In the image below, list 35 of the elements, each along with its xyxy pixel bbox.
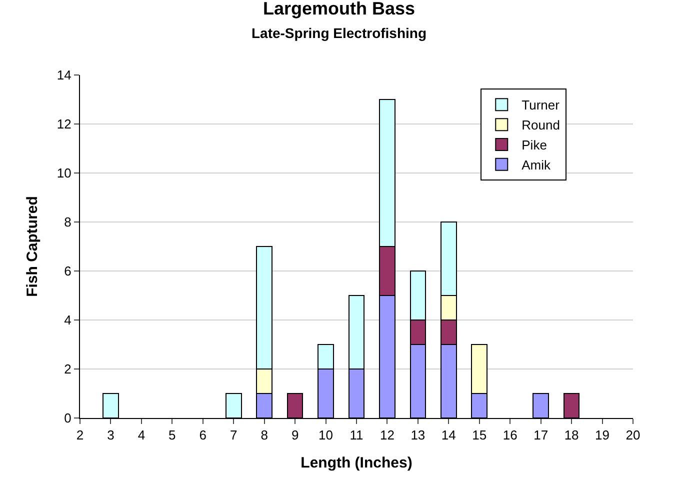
x-tick-label: 12 bbox=[380, 428, 394, 443]
y-axis-title: Fish Captured bbox=[24, 196, 42, 297]
x-tick-label: 15 bbox=[472, 428, 487, 443]
x-tick-label: 6 bbox=[199, 428, 207, 443]
x-tick-label: 7 bbox=[230, 428, 238, 443]
x-tick-label: 19 bbox=[595, 428, 610, 443]
y-tick-label: 0 bbox=[64, 410, 72, 426]
x-tick-label: 14 bbox=[441, 428, 456, 443]
x-tick-label: 17 bbox=[534, 428, 548, 443]
y-tick-label: 8 bbox=[64, 214, 72, 230]
chart-subtitle: Late-Spring Electrofishing bbox=[251, 24, 427, 41]
y-tick-label: 10 bbox=[56, 166, 72, 181]
x-tick-label: 4 bbox=[138, 428, 146, 443]
x-tick-label: 20 bbox=[626, 428, 640, 443]
chart-title: Largemouth Bass bbox=[262, 0, 416, 18]
x-tick-label: 8 bbox=[260, 428, 268, 443]
x-tick-label: 2 bbox=[76, 428, 84, 443]
y-tick-label: 14 bbox=[56, 68, 72, 83]
y-tick-label: 6 bbox=[64, 264, 72, 279]
y-tick-label: 12 bbox=[56, 116, 72, 132]
x-tick-label: 13 bbox=[410, 428, 426, 443]
x-tick-label: 10 bbox=[318, 428, 334, 443]
y-tick-label: 4 bbox=[64, 312, 72, 328]
x-tick-label: 11 bbox=[350, 428, 364, 443]
x-tick-label: 3 bbox=[107, 428, 114, 443]
legend-label: Pike bbox=[522, 138, 547, 153]
x-tick-label: 5 bbox=[168, 428, 176, 443]
y-tick-label: 2 bbox=[64, 362, 72, 377]
x-tick-label: 16 bbox=[502, 428, 518, 443]
x-axis-title: Length (Inches) bbox=[300, 454, 412, 472]
x-tick-label: 18 bbox=[564, 428, 579, 443]
legend-label: Turner bbox=[522, 98, 560, 113]
legend-label: Round bbox=[522, 118, 560, 133]
legend-label: Amik bbox=[522, 157, 552, 172]
x-tick-label: 9 bbox=[291, 428, 299, 443]
